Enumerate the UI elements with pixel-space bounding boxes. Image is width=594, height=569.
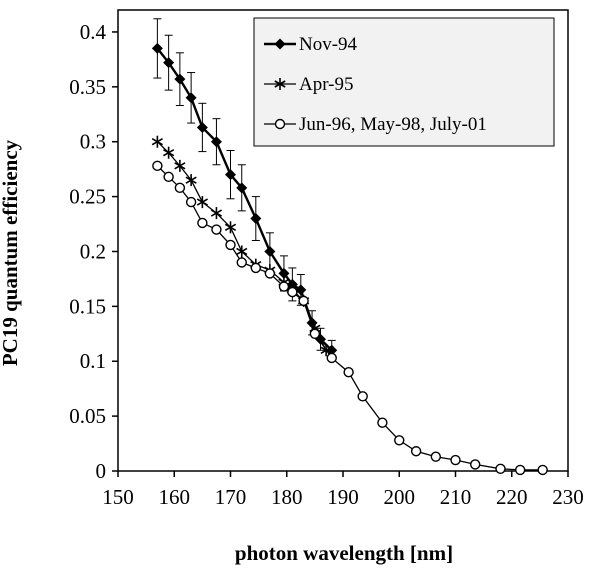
legend-label: Nov-94: [299, 34, 358, 55]
data-point: [537, 464, 548, 476]
y-tick-label: 0: [96, 459, 107, 483]
data-point: [236, 182, 248, 194]
x-tick-label: 160: [159, 485, 191, 509]
data-point: [174, 159, 186, 172]
x-tick-label: 180: [271, 485, 303, 509]
data-point: [174, 73, 186, 85]
x-tick-label: 200: [384, 485, 416, 509]
data-point: [197, 217, 208, 229]
data-point: [274, 38, 286, 50]
data-point: [211, 224, 222, 235]
data-point: [163, 171, 174, 183]
data-point: [151, 135, 163, 148]
data-point: [210, 207, 223, 220]
data-point: [278, 267, 290, 279]
data-point: [430, 451, 442, 462]
y-tick-label: 0.05: [69, 404, 106, 428]
data-point: [250, 262, 262, 274]
legend-label: Apr-95: [299, 74, 354, 95]
x-tick-label: 190: [327, 485, 359, 509]
legend-label: Jun-96, May-98, July-01: [299, 114, 487, 135]
data-point: [264, 268, 276, 279]
data-point: [377, 417, 388, 428]
data-point: [514, 464, 526, 476]
legend: Nov-94 Apr-95 Jun-96, May-98, July-01: [253, 17, 555, 147]
data-point: [326, 352, 337, 364]
y-tick-label: 0.4: [80, 20, 107, 44]
data-point: [469, 459, 481, 470]
data-point: [295, 284, 307, 296]
data-point: [224, 221, 237, 234]
data-point: [250, 213, 262, 225]
data-point: [410, 446, 422, 457]
data-point: [185, 174, 197, 187]
x-tick-label: 220: [496, 485, 528, 509]
data-point: [236, 257, 247, 268]
data-point: [298, 295, 309, 307]
data-point: [196, 121, 208, 133]
data-point: [357, 391, 368, 402]
data-point: [236, 245, 248, 258]
y-tick-label: 0.25: [69, 185, 106, 209]
data-point: [225, 239, 236, 251]
y-tick-label: 0.1: [80, 349, 106, 373]
x-tick-label: 170: [215, 485, 247, 509]
data-point: [450, 454, 461, 466]
data-point: [185, 196, 197, 208]
data-point: [287, 286, 298, 298]
data-point: [152, 160, 163, 172]
data-point: [163, 146, 175, 159]
y-tick-label: 0.15: [69, 294, 106, 318]
data-point: [309, 328, 321, 339]
y-tick-label: 0.35: [69, 75, 106, 99]
series: [152, 160, 548, 476]
x-tick-label: 150: [102, 485, 134, 509]
data-point: [185, 92, 197, 104]
data-point: [343, 367, 354, 378]
data-point: [274, 78, 286, 90]
data-point: [278, 281, 290, 292]
data-point: [210, 136, 222, 148]
data-point: [163, 57, 175, 69]
data-point: [174, 182, 186, 194]
data-point: [196, 196, 208, 209]
data-point: [274, 118, 286, 130]
legend-box: [253, 17, 555, 147]
data-point: [394, 435, 405, 446]
x-tick-label: 230: [552, 485, 584, 509]
data-point: [225, 169, 236, 181]
y-axis-title: PC19 quantum efficiency: [0, 139, 22, 366]
y-tick-label: 0.3: [80, 130, 106, 154]
x-axis-title: photon wavelength [nm]: [235, 541, 453, 565]
y-tick-label: 0.2: [80, 239, 106, 263]
data-point: [495, 463, 506, 475]
data-point: [264, 245, 276, 257]
data-point: [151, 42, 163, 54]
x-tick-label: 210: [440, 485, 472, 509]
